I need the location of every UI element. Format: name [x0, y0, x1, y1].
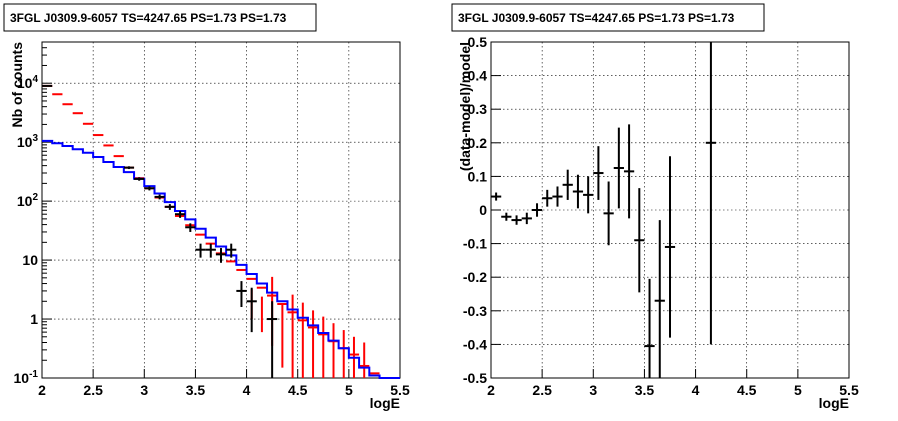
- right-chart-title: 3FGL J0309.9-6057 TS=4247.65 PS=1.73 PS=…: [458, 11, 735, 25]
- right-x-axis-label: logE: [819, 395, 849, 411]
- right-y-tick-label: 0: [479, 202, 487, 218]
- left-y-axis-label: Nb of counts: [9, 42, 25, 128]
- left-x-tick-label: 2.5: [83, 382, 103, 398]
- left-y-tick-exponent: 4: [32, 74, 38, 85]
- right-title-box: [451, 3, 765, 32]
- left-x-tick-label: 3.5: [186, 382, 206, 398]
- left-y-tick-exponent: 2: [32, 192, 38, 203]
- left-y-tick-exponent: -1: [29, 369, 38, 380]
- right-y-tick-label: -0.2: [463, 269, 487, 285]
- left-y-tick-label: 102: [17, 192, 39, 209]
- left-chart-title: 3FGL J0309.9-6057 TS=4247.65 PS=1.73 PS=…: [10, 11, 287, 25]
- right-x-tick-label: 2.5: [532, 382, 552, 398]
- left-y-tick-label: 1: [30, 311, 38, 327]
- left-x-tick-label: 5.5: [390, 382, 410, 398]
- right-x-tick-label: 3.5: [635, 382, 655, 398]
- right-y-tick-label: -0.1: [463, 236, 487, 252]
- right-y-tick-label: 0.5: [468, 34, 488, 50]
- right-y-tick-label: -0.5: [463, 370, 487, 386]
- left-y-tick-mantissa: 10: [17, 193, 33, 209]
- left-y-tick-mantissa: 10: [14, 370, 30, 386]
- left-x-axis-label: logE: [370, 395, 400, 411]
- right-y-tick-label: 0.4: [468, 68, 488, 84]
- right-x-tick-label: 2: [487, 382, 495, 398]
- right-y-tick-label: -0.4: [463, 336, 487, 352]
- right-x-tick-label: 5: [794, 382, 802, 398]
- right-y-tick-label: 0.2: [468, 135, 488, 151]
- right-y-tick-label: 0.3: [468, 101, 488, 117]
- right-series: [491, 42, 717, 378]
- left-y-tick-mantissa: 1: [30, 311, 38, 327]
- left-title-box: [3, 3, 317, 32]
- right-x-tick-label: 4.5: [737, 382, 757, 398]
- left-y-tick-exponent: 3: [32, 133, 38, 144]
- left-x-tick-label: 4.5: [288, 382, 308, 398]
- right-y-tick-label: -0.3: [463, 303, 487, 319]
- right-x-tick-label: 5.5: [839, 382, 859, 398]
- right-x-tick-label: 4: [692, 382, 700, 398]
- right-x-tick-label: 3: [589, 382, 597, 398]
- residuals-panel: 3FGL J0309.9-6057 TS=4247.65 PS=1.73 PS=…: [451, 3, 859, 411]
- left-x-tick-label: 4: [243, 382, 251, 398]
- left-y-tick-mantissa: 10: [17, 134, 33, 150]
- left-x-tick-label: 2: [38, 382, 46, 398]
- right-x-ticks: 2 2.5 3 3.5 4 4.5 5 5.5: [487, 369, 859, 398]
- left-x-ticks: 2 2.5 3 3.5 4 4.5 5 5.5: [38, 369, 410, 398]
- counts-panel: 3FGL J0309.9-6057 TS=4247.65 PS=1.73 PS=…: [3, 3, 410, 411]
- right-y-ticks: -0.5 -0.4 -0.3 -0.2 -0.1 0 0.1 0.2 0.3 0.4 0.5: [463, 34, 501, 386]
- left-y-tick-label: 10: [22, 252, 38, 268]
- left-x-tick-label: 3: [140, 382, 148, 398]
- left-y-tick-mantissa: 10: [17, 75, 33, 91]
- right-y-tick-label: 0.1: [468, 168, 488, 184]
- left-x-tick-label: 5: [345, 382, 353, 398]
- blue-model-step-line: [42, 139, 400, 379]
- left-y-tick-label: 104: [17, 74, 39, 91]
- left-plot-frame: [41, 41, 401, 379]
- left-series: [42, 84, 400, 379]
- right-grid: [491, 42, 849, 378]
- left-y-tick-mantissa: 10: [22, 252, 38, 268]
- right-y-axis-label: (data-model)/model: [457, 42, 473, 171]
- left-grid: [42, 42, 400, 378]
- left-y-tick-label: 103: [17, 133, 39, 150]
- left-y-tick-label: 10-1: [14, 369, 39, 386]
